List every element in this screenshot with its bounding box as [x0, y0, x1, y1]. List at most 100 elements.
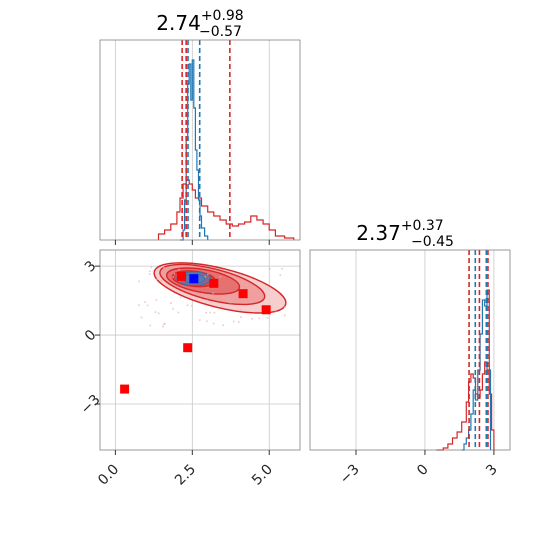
sample-dot: [177, 268, 180, 271]
sample-dot: [253, 286, 256, 289]
sample-dot: [149, 324, 152, 327]
sample-dot: [207, 273, 209, 276]
sample-dot: [164, 322, 166, 325]
sample-dot: [138, 304, 140, 306]
sample-dot: [213, 311, 216, 314]
param-1-red-histogram: [157, 179, 295, 240]
histogram-param-1-panel: 2.74+0.98 −0.57: [99, 8, 301, 245]
sample-dot: [281, 267, 284, 270]
sample-dot: [149, 270, 151, 273]
x-tick-label-1: 0: [414, 462, 432, 480]
sample-dot: [204, 296, 206, 298]
sample-dot: [283, 306, 286, 309]
histogram-param-1-ticks: [114, 240, 270, 245]
histogram-param-1-marks: [157, 40, 295, 241]
sample-dot: [173, 273, 176, 275]
sample-dot: [156, 278, 158, 281]
histogram-param-1-frame: [99, 39, 301, 241]
sample-dot: [274, 310, 277, 312]
sample-dot: [219, 276, 222, 278]
histogram-param-2-frame: [309, 249, 511, 451]
sample-dot: [222, 324, 224, 327]
scatter-point-5: [177, 271, 187, 281]
sample-dot: [212, 322, 215, 325]
sample-dot: [191, 304, 193, 307]
param-1-title: 2.74+0.98: [156, 8, 243, 35]
sample-dot: [154, 311, 157, 313]
sample-dot: [245, 284, 248, 286]
sample-dot: [227, 299, 229, 302]
x-tick-label-0: 0.0: [95, 462, 122, 489]
sample-dot: [206, 299, 208, 302]
param-1-plus: +0.98: [201, 8, 244, 24]
sample-dot: [221, 306, 223, 308]
sample-dot: [223, 296, 225, 299]
param-2-title: 2.37+0.37: [356, 218, 443, 245]
histogram-param-2-marks: [436, 250, 495, 451]
scatter-point-3: [238, 289, 248, 299]
sample-dot: [251, 287, 254, 290]
param-2-minus: −0.45: [411, 234, 454, 250]
scatter-point-6: [189, 274, 199, 284]
param-2-red-histogram: [436, 361, 495, 451]
scatter-point-4: [261, 305, 271, 315]
scatter-point-0: [120, 384, 130, 394]
param-2-plus: +0.37: [401, 218, 444, 234]
sample-dot: [229, 301, 232, 304]
sample-dot: [138, 280, 140, 283]
sample-dot: [238, 273, 241, 276]
sample-dot: [206, 320, 208, 323]
sample-dot: [144, 301, 146, 303]
sample-dot: [268, 267, 271, 270]
sample-dot: [149, 273, 151, 275]
param-1-blue-histogram: [180, 59, 209, 241]
scatter-point-1: [183, 343, 193, 353]
sample-dot: [140, 316, 143, 319]
sample-dot: [283, 314, 286, 317]
x-tick-label-0: −3: [337, 462, 363, 488]
sample-dot: [186, 304, 189, 307]
sample-dot: [238, 321, 240, 323]
sample-dot: [172, 276, 174, 278]
y-tick-label-2: 3: [82, 258, 100, 276]
sample-dot: [205, 311, 208, 314]
joint-density-samples: [138, 266, 286, 328]
sample-dot: [198, 319, 201, 321]
histogram-param-2-grid: [355, 250, 495, 450]
sample-dot: [209, 311, 211, 314]
x-tick-label-2: 5.0: [249, 462, 276, 489]
param-2-hist-axis-ticks: −3 0 3: [337, 450, 501, 487]
param-2-blue-histogram: [461, 289, 492, 451]
sample-dot: [258, 317, 261, 320]
joint-density-markers: [120, 271, 271, 394]
param-1-value: 2.74: [156, 11, 201, 35]
histogram-param-2-panel: −3 0 3 2.37+0.37 −0.45: [309, 218, 511, 487]
sample-dot: [210, 301, 213, 303]
sample-dot: [170, 302, 172, 304]
sample-dot: [240, 316, 242, 319]
sample-dot: [177, 311, 180, 314]
x-tick-label-2: 3: [483, 462, 501, 480]
sample-dot: [179, 296, 182, 299]
sample-dot: [157, 312, 160, 315]
sample-dot: [204, 275, 207, 278]
sample-dot: [232, 320, 235, 323]
sample-dot: [150, 266, 153, 269]
sample-dot: [155, 299, 158, 301]
sample-dot: [251, 317, 253, 320]
scatter-point-2: [209, 278, 219, 288]
x-tick-label-1: 2.5: [172, 462, 199, 489]
sample-dot: [162, 325, 164, 328]
param-2-value: 2.37: [356, 221, 401, 245]
sample-dot: [162, 323, 165, 326]
sample-dot: [227, 301, 230, 303]
sample-dot: [212, 292, 214, 294]
sample-dot: [266, 317, 269, 319]
sample-dot: [201, 292, 204, 295]
joint-density-frame: [99, 249, 301, 451]
sample-dot: [241, 287, 244, 289]
param-1-axis-ticks: 0.0 2.5 5.0: [95, 450, 276, 489]
sample-dot: [240, 309, 242, 311]
sample-dot: [146, 304, 149, 307]
